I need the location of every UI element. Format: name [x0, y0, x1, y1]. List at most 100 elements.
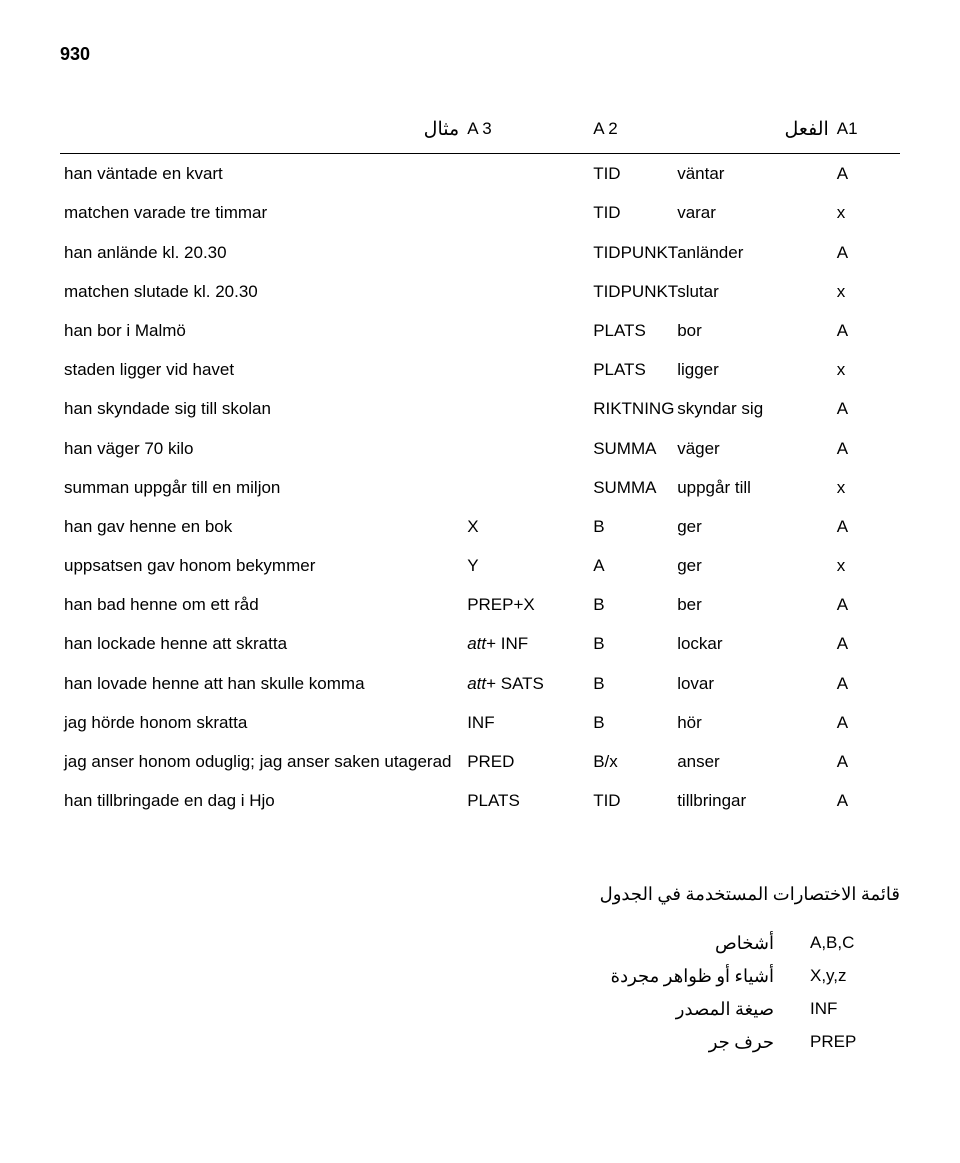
- cell-verb: skyndar sig: [673, 389, 833, 428]
- cell-a3: PLATS: [463, 781, 589, 820]
- page-number: 930: [60, 40, 900, 69]
- cell-example: jag hörde honom skratta: [60, 703, 463, 742]
- cell-a3: [463, 429, 589, 468]
- table-row: jag hörde honom skrattaINFBhörA: [60, 703, 900, 742]
- table-row: matchen varade tre timmarTIDvararx: [60, 193, 900, 232]
- cell-verb: tillbringar: [673, 781, 833, 820]
- table-row: matchen slutade kl. 20.30 TIDPUNKTslutarx: [60, 272, 900, 311]
- cell-verb: ger: [673, 546, 833, 585]
- cell-a1: x: [833, 272, 900, 311]
- table-row: han skyndade sig till skolanRIKTNINGskyn…: [60, 389, 900, 428]
- cell-a2: B: [589, 507, 673, 546]
- cell-example: staden ligger vid havet: [60, 350, 463, 389]
- cell-a3: att+ INF: [463, 624, 589, 663]
- cell-a2: PLATS: [589, 311, 673, 350]
- cell-verb: väntar: [673, 154, 833, 194]
- legend-list: أشخاصA,B,Cأشياء أو ظواهر مجردةX,y,zصيغة …: [60, 929, 900, 1056]
- cell-a3: [463, 389, 589, 428]
- cell-a2: B: [589, 703, 673, 742]
- table-row: jag anser honom oduglig; jag anser saken…: [60, 742, 900, 781]
- cell-a2: A: [589, 546, 673, 585]
- cell-a2: TID: [589, 781, 673, 820]
- cell-a2: B: [589, 664, 673, 703]
- header-a3: A 3: [463, 109, 589, 154]
- cell-a1: A: [833, 507, 900, 546]
- cell-a2: TIDPUNKT: [589, 233, 673, 272]
- cell-verb: lovar: [673, 664, 833, 703]
- legend-value: PREP: [810, 1028, 900, 1057]
- table-row: han väntade en kvartTIDväntarA: [60, 154, 900, 194]
- cell-a1: x: [833, 546, 900, 585]
- cell-example: han gav henne en bok: [60, 507, 463, 546]
- table-row: han lovade henne att han skulle kommaatt…: [60, 664, 900, 703]
- legend-value: INF: [810, 995, 900, 1024]
- legend-value: X,y,z: [810, 962, 900, 991]
- cell-example: matchen slutade kl. 20.30: [60, 272, 463, 311]
- cell-example: han tillbringade en dag i Hjo: [60, 781, 463, 820]
- cell-a2: PLATS: [589, 350, 673, 389]
- cell-a1: A: [833, 703, 900, 742]
- cell-a1: A: [833, 311, 900, 350]
- cell-a3: X: [463, 507, 589, 546]
- cell-example: han lockade henne att skratta: [60, 624, 463, 663]
- cell-a3: [463, 193, 589, 232]
- table-row: han gav henne en bokXBgerA: [60, 507, 900, 546]
- cell-a1: x: [833, 193, 900, 232]
- table-row: han tillbringade en dag i HjoPLATSTIDtil…: [60, 781, 900, 820]
- cell-a2: SUMMA: [589, 468, 673, 507]
- cell-a3: Y: [463, 546, 589, 585]
- cell-a1: A: [833, 389, 900, 428]
- cell-a2: B: [589, 624, 673, 663]
- cell-a2: TIDPUNKT: [589, 272, 673, 311]
- cell-example: han lovade henne att han skulle komma: [60, 664, 463, 703]
- cell-a2: B: [589, 585, 673, 624]
- cell-verb: bor: [673, 311, 833, 350]
- header-verb: الفعل: [673, 109, 833, 154]
- table-row: han väger 70 kilo SUMMAvägerA: [60, 429, 900, 468]
- cell-verb: ber: [673, 585, 833, 624]
- cell-a1: A: [833, 781, 900, 820]
- cell-example: han väntade en kvart: [60, 154, 463, 194]
- cell-a3: [463, 272, 589, 311]
- cell-verb: väger: [673, 429, 833, 468]
- cell-example: han bor i Malmö: [60, 311, 463, 350]
- table-row: han lockade henne att skrattaatt+ INFBlo…: [60, 624, 900, 663]
- table-row: han bor i Malmö PLATSborA: [60, 311, 900, 350]
- grammar-table: مثال A 3 A 2 الفعل A1 han väntade en kva…: [60, 109, 900, 821]
- cell-a1: A: [833, 154, 900, 194]
- cell-example: uppsatsen gav honom bekymmer: [60, 546, 463, 585]
- cell-a2: B/x: [589, 742, 673, 781]
- legend-label: أشخاص: [611, 929, 774, 958]
- cell-example: jag anser honom oduglig; jag anser saken…: [60, 742, 463, 781]
- cell-example: han anlände kl. 20.30: [60, 233, 463, 272]
- cell-verb: ligger: [673, 350, 833, 389]
- cell-a2: TID: [589, 193, 673, 232]
- legend-label: صيغة المصدر: [611, 995, 774, 1024]
- cell-verb: slutar: [673, 272, 833, 311]
- header-a1: A1: [833, 109, 900, 154]
- cell-a2: RIKTNING: [589, 389, 673, 428]
- table-header-row: مثال A 3 A 2 الفعل A1: [60, 109, 900, 154]
- header-a2: A 2: [589, 109, 673, 154]
- cell-example: han väger 70 kilo: [60, 429, 463, 468]
- cell-example: matchen varade tre timmar: [60, 193, 463, 232]
- table-row: staden ligger vid havetPLATSliggerx: [60, 350, 900, 389]
- cell-a3: [463, 350, 589, 389]
- cell-verb: anländer: [673, 233, 833, 272]
- table-row: summan uppgår till en miljonSUMMAuppgår …: [60, 468, 900, 507]
- legend-label: أشياء أو ظواهر مجردة: [611, 962, 774, 991]
- cell-a1: x: [833, 468, 900, 507]
- cell-verb: hör: [673, 703, 833, 742]
- cell-a2: SUMMA: [589, 429, 673, 468]
- cell-a1: A: [833, 429, 900, 468]
- header-example: مثال: [60, 109, 463, 154]
- cell-verb: uppgår till: [673, 468, 833, 507]
- cell-a3: PREP+X: [463, 585, 589, 624]
- cell-verb: anser: [673, 742, 833, 781]
- cell-a1: A: [833, 585, 900, 624]
- cell-a3: PRED: [463, 742, 589, 781]
- cell-a3: [463, 154, 589, 194]
- legend-title: قائمة الاختصارات المستخدمة في الجدول: [60, 880, 900, 909]
- cell-example: han bad henne om ett råd: [60, 585, 463, 624]
- table-row: han bad henne om ett rådPREP+XBberA: [60, 585, 900, 624]
